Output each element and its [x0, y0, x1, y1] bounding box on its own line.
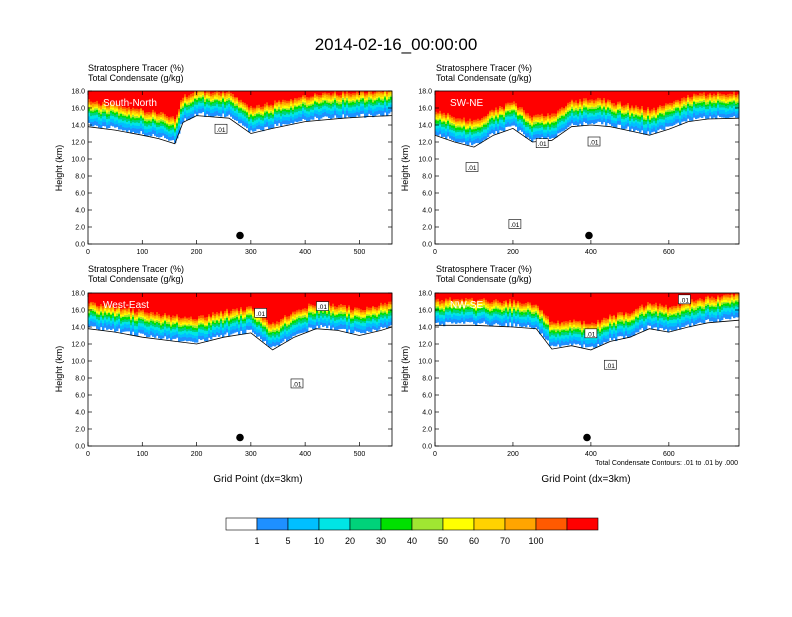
panel-south-north: Stratosphere Tracer (%) Total Condensate…: [54, 63, 392, 256]
location-marker: [585, 232, 593, 240]
x-tick-label: 100: [136, 249, 148, 256]
y-tick-label: 8.0: [422, 174, 432, 181]
x-tick-label: 500: [354, 249, 366, 256]
y-tick-label: 16.0: [71, 106, 85, 113]
panel-2-plot: .01 .01 .01 .01 SW-NE 0.0 2.0 4.0 6.0 8.0 10.0 12.0…: [418, 89, 739, 257]
panel-label: SW-NE: [450, 98, 483, 109]
y-tick-label: 8.0: [75, 174, 85, 181]
panel-3-subtitle-2: Total Condensate (g/kg): [88, 274, 184, 284]
panel-2-subtitle-2: Total Condensate (g/kg): [436, 73, 532, 83]
panel-3-ylabel: Height (km): [54, 346, 64, 393]
panel-3-plot: .01.01.01West-East0.02.04.06.08.010.012.…: [71, 291, 392, 459]
y-tick-label: 2.0: [75, 225, 85, 232]
x-tick-label: 400: [299, 249, 311, 256]
panel-2-ylabel: Height (km): [400, 145, 410, 192]
contour-label: .01: [589, 140, 598, 147]
panel-1-plot: .01 South-North 0.0 2.0 4.0 6.0 8.0 10.0 12.0 14.…: [71, 89, 392, 257]
y-tick-label: 18.0: [71, 89, 85, 96]
x-tick-label: 0: [86, 249, 90, 256]
panel-3-subtitle-1: Stratosphere Tracer (%): [88, 264, 184, 274]
panel-label: South-North: [103, 98, 157, 109]
y-tick-label: 4.0: [422, 208, 432, 215]
x-tick-label: 200: [191, 249, 203, 256]
location-marker: [236, 232, 244, 240]
panel-3-xlabel: Grid Point (dx=3km): [213, 474, 302, 485]
panel-sw-ne: Stratosphere Tracer (%) Total Condensate…: [400, 63, 739, 256]
panel-2-subtitle-1: Stratosphere Tracer (%): [436, 63, 532, 73]
y-tick-label: 12.0: [71, 140, 85, 147]
contour-label: .01: [538, 141, 547, 148]
contour-label: .01: [468, 165, 477, 172]
y-tick-label: 16.0: [418, 106, 432, 113]
y-tick-label: 14.0: [71, 123, 85, 130]
x-tick-label: 300: [245, 249, 257, 256]
panel-1-ylabel: Height (km): [54, 145, 64, 192]
panel-1-subtitle-1: Stratosphere Tracer (%): [88, 63, 184, 73]
contour-label: .01: [216, 127, 225, 134]
y-tick-label: 0.0: [422, 242, 432, 249]
figure-title: 2014-02-16_00:00:00: [315, 35, 478, 54]
x-tick-label: 0: [433, 249, 437, 256]
panel-1-subtitle-2: Total Condensate (g/kg): [88, 73, 184, 83]
y-tick-label: 18.0: [418, 89, 432, 96]
y-tick-label: 14.0: [418, 123, 432, 130]
y-tick-label: 0.0: [75, 242, 85, 249]
x-tick-label: 400: [585, 249, 597, 256]
y-tick-label: 10.0: [71, 157, 85, 164]
x-tick-label: 600: [663, 249, 675, 256]
contour-label: .01: [510, 222, 519, 229]
y-tick-label: 2.0: [422, 225, 432, 232]
y-tick-label: 12.0: [418, 140, 432, 147]
y-tick-label: 6.0: [75, 191, 85, 198]
y-tick-label: 4.0: [75, 208, 85, 215]
y-tick-label: 6.0: [422, 191, 432, 198]
panel-west-east: Stratosphere Tracer (%) Total Condensate…: [54, 264, 392, 485]
x-tick-label: 200: [507, 249, 519, 256]
y-tick-label: 10.0: [418, 157, 432, 164]
